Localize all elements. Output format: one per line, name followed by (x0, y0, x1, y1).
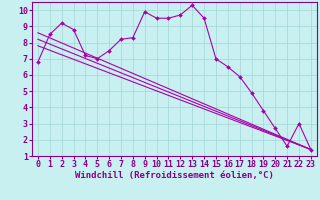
X-axis label: Windchill (Refroidissement éolien,°C): Windchill (Refroidissement éolien,°C) (75, 171, 274, 180)
